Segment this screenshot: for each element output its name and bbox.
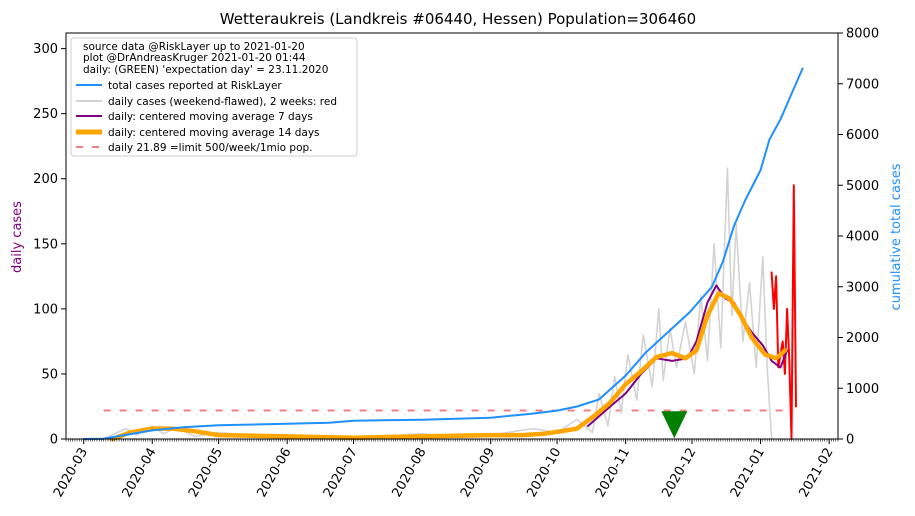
plot-frame: [65, 32, 839, 440]
legend-label: total cases reported at RiskLayer: [108, 80, 282, 92]
left-tick-label: 150: [33, 237, 58, 252]
x-tick-label: 2020-09: [458, 445, 498, 500]
right-axis-label: cumulative total cases: [889, 163, 904, 310]
right-tick-label: 5000: [846, 179, 879, 194]
left-tick-label: 250: [33, 107, 58, 122]
series-layer: [82, 67, 804, 442]
right-tick-label: 6000: [846, 128, 879, 143]
x-tick-label: 2021-02: [796, 446, 836, 501]
moving-average-14-line: [110, 291, 788, 442]
x-tick-label: 2020-12: [659, 446, 699, 501]
left-tick-label: 300: [33, 42, 58, 57]
right-tick-label: 4000: [846, 230, 879, 245]
left-tick-label: 0: [50, 433, 58, 448]
x-tick-label: 2020-06: [255, 446, 295, 501]
legend-header-line: source data @RiskLayer up to 2021-01-20: [83, 41, 305, 53]
x-tick-label: 2020-08: [389, 446, 429, 501]
right-tick-label: 2000: [846, 331, 879, 346]
right-tick-label: 3000: [846, 280, 879, 295]
x-tick-label: 2020-10: [524, 446, 564, 501]
right-tick-label: 8000: [846, 27, 879, 42]
daily-cases-last-2-weeks-line: [770, 184, 797, 440]
legend-label: daily: centered moving average 14 days: [108, 127, 320, 139]
x-tick-label: 2020-05: [186, 446, 226, 501]
legend-header-line: daily: (GREEN) 'expectation day' = 23.11…: [83, 64, 328, 76]
right-tick-label: 7000: [846, 77, 879, 92]
x-tick-label: 2020-07: [321, 446, 361, 501]
total-cases-line: [82, 67, 804, 440]
expectation-day-marker: [661, 411, 688, 439]
left-tick-label: 50: [41, 367, 58, 382]
legend-label: daily cases (weekend-flawed), 2 weeks: r…: [108, 96, 337, 108]
legend-box: [70, 37, 358, 157]
left-axis-label: daily cases: [10, 201, 25, 273]
left-tick-label: 200: [33, 172, 58, 187]
legend: source data @RiskLayer up to 2021-01-20 …: [70, 37, 358, 157]
right-tick-label: 1000: [846, 382, 879, 397]
chart-title: Wetteraukreis (Landkreis #06440, Hessen)…: [220, 10, 696, 28]
right-tick-label: 0: [846, 433, 854, 448]
legend-label: daily: centered moving average 7 days: [108, 111, 313, 123]
x-tick-label: 2020-11: [593, 446, 633, 501]
daily-cases-line: [102, 167, 773, 440]
left-tick-label: 100: [33, 302, 58, 317]
legend-label: daily 21.89 =limit 500/week/1mio pop.: [108, 142, 313, 154]
x-tick-label: 2021-01: [728, 446, 768, 501]
moving-average-7-line: [587, 284, 789, 427]
x-tick-label: 2020-04: [120, 446, 160, 501]
legend-header-line: plot @DrAndreasKruger 2021-01-20 01:44: [83, 52, 306, 64]
x-tick-label: 2020-03: [51, 446, 91, 501]
